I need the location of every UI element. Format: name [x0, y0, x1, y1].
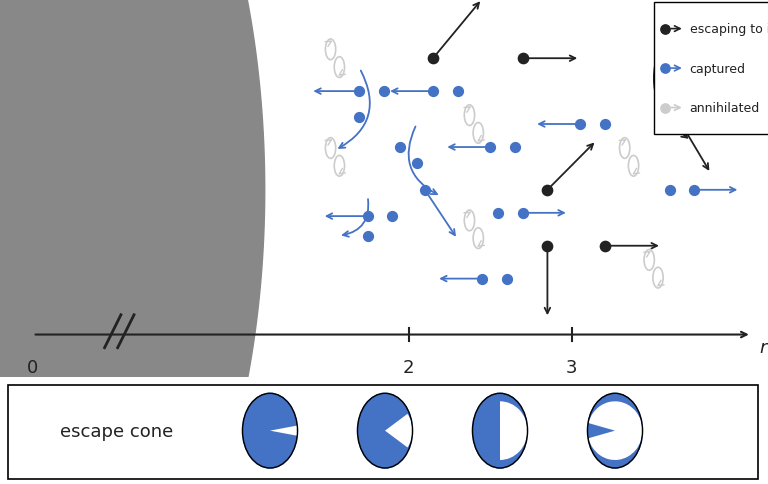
Point	[517, 210, 529, 217]
Text: 3: 3	[566, 358, 578, 376]
Wedge shape	[270, 425, 297, 436]
Point	[501, 275, 513, 283]
Wedge shape	[385, 414, 412, 448]
Point	[362, 213, 374, 221]
Point	[659, 65, 671, 73]
Point	[508, 144, 521, 151]
Text: captured: captured	[690, 62, 746, 76]
Point	[541, 242, 554, 250]
Point	[411, 160, 423, 168]
FancyBboxPatch shape	[654, 3, 768, 135]
Point	[476, 275, 488, 283]
Point	[492, 210, 505, 217]
FancyBboxPatch shape	[8, 385, 758, 479]
Ellipse shape	[243, 393, 297, 468]
Point	[386, 213, 399, 221]
Text: escaping to infinity: escaping to infinity	[690, 23, 768, 36]
Point	[598, 242, 611, 250]
Point	[353, 88, 366, 96]
Text: r / GM: r / GM	[760, 337, 768, 355]
Point	[419, 186, 431, 194]
Point	[362, 232, 374, 240]
Point	[452, 88, 464, 96]
Point	[659, 105, 671, 112]
Wedge shape	[588, 402, 643, 460]
Point	[656, 88, 668, 96]
Polygon shape	[0, 0, 265, 484]
Point	[427, 55, 439, 63]
Point	[378, 88, 390, 96]
Text: annihilated: annihilated	[690, 102, 760, 115]
Point	[394, 144, 406, 151]
Point	[659, 26, 671, 33]
Point	[541, 186, 554, 194]
Point	[427, 88, 439, 96]
Ellipse shape	[588, 393, 643, 468]
Ellipse shape	[357, 393, 412, 468]
Text: 2: 2	[402, 358, 414, 376]
Point	[598, 121, 611, 129]
Wedge shape	[500, 402, 528, 460]
Point	[484, 144, 496, 151]
Point	[656, 88, 668, 96]
Ellipse shape	[472, 393, 528, 468]
Point	[664, 186, 676, 194]
Text: escape cone: escape cone	[60, 422, 174, 440]
Point	[688, 186, 700, 194]
Point	[574, 121, 586, 129]
Text: 0: 0	[27, 358, 38, 376]
Point	[517, 55, 529, 63]
Point	[353, 114, 366, 122]
